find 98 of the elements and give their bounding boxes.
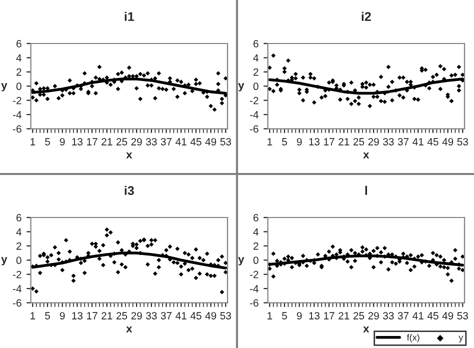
x-tick-label: 13 (309, 138, 320, 146)
x-tick-label: 53 (220, 312, 231, 320)
chart-title: i2 (362, 12, 371, 21)
x-tick-label: 21 (338, 312, 350, 320)
x-tick-label: 37 (160, 138, 172, 146)
x-tick-label: 17 (87, 312, 98, 320)
x-tick-label: 53 (220, 138, 231, 146)
x-axis-title: x (126, 152, 132, 158)
x-tick-label: 41 (412, 312, 424, 320)
x-tick-label: 49 (442, 138, 454, 146)
x-tick-label: 29 (368, 138, 379, 146)
y-tick-label: -6 (250, 125, 258, 133)
x-tick-label: 33 (146, 138, 157, 146)
x-tick-label: 33 (146, 312, 157, 320)
y-tick-label: 6 (16, 214, 22, 222)
x-tick-label: 5 (282, 312, 287, 320)
x-tick-label: 17 (324, 312, 334, 320)
y-tick-label: -4 (250, 285, 258, 292)
y-tick-label: 0 (253, 256, 258, 264)
x-tick-label: 1 (30, 312, 36, 320)
x-tick-label: 29 (131, 312, 142, 320)
x-tick-label: 5 (45, 138, 50, 146)
x-tick-label: 29 (131, 138, 142, 146)
x-tick-label: 9 (296, 138, 302, 146)
x-tick-label: 25 (116, 312, 128, 320)
x-axis-title: x (363, 326, 370, 332)
x-tick-label: 41 (176, 138, 186, 146)
x-tick-label: 45 (190, 138, 202, 146)
x-tick-label: 49 (205, 138, 216, 146)
x-tick-label: 1 (268, 312, 272, 320)
x-tick-label: 25 (353, 312, 364, 320)
y-tick-label: -2 (250, 270, 258, 278)
x-axis-title: x (126, 326, 132, 332)
legend-label: y (458, 336, 464, 342)
x-tick-label: 53 (457, 138, 468, 146)
x-tick-label: 37 (398, 312, 409, 320)
y-axis-title: y (1, 257, 8, 266)
chart-title: i1 (124, 12, 134, 21)
x-axis-title: x (363, 152, 370, 158)
x-tick-label: 5 (282, 138, 287, 146)
y-tick-label: 6 (16, 40, 22, 48)
y-axis-title: y (238, 83, 244, 92)
x-tick-label: 25 (353, 138, 364, 146)
x-tick-label: 33 (383, 312, 394, 320)
x-tick-label: 41 (412, 138, 424, 146)
x-tick-label: 53 (457, 312, 468, 320)
x-tick-label: 1 (268, 138, 272, 146)
chart-title: l (365, 186, 368, 195)
x-tick-label: 5 (45, 312, 50, 320)
y-tick-label: -2 (12, 270, 22, 278)
y-tick-label: -6 (12, 125, 22, 133)
x-tick-label: 49 (442, 312, 454, 320)
x-tick-label: 21 (102, 138, 112, 146)
y-tick-label: -4 (12, 111, 22, 118)
x-tick-label: 13 (72, 312, 83, 320)
y-tick-label: 2 (16, 68, 22, 76)
y-tick-label: -2 (12, 96, 22, 104)
y-tick-label: -6 (250, 299, 258, 307)
x-tick-label: 45 (190, 312, 202, 320)
x-tick-label: 29 (368, 312, 379, 320)
y-tick-label: 0 (253, 82, 258, 90)
y-tick-label: 2 (254, 242, 258, 250)
y-tick-label: 2 (254, 68, 258, 76)
x-tick-label: 45 (427, 312, 438, 320)
y-tick-label: 0 (16, 82, 22, 90)
chart-title: i3 (124, 186, 134, 196)
x-tick-label: 21 (102, 312, 112, 320)
y-tick-label: -4 (12, 285, 22, 292)
x-tick-label: 45 (427, 138, 438, 146)
y-tick-label: 4 (253, 228, 258, 236)
y-axis-title: y (1, 83, 8, 92)
y-tick-label: 6 (254, 40, 258, 48)
legend-label: f(x) (406, 334, 420, 342)
x-tick-label: 49 (205, 312, 216, 320)
y-tick-label: 2 (16, 242, 22, 250)
y-tick-label: 4 (253, 54, 258, 62)
y-tick-label: 0 (16, 256, 22, 264)
x-tick-label: 13 (309, 312, 320, 320)
x-tick-label: 21 (338, 138, 350, 146)
x-tick-label: 9 (60, 312, 65, 320)
x-tick-label: 17 (324, 138, 334, 146)
x-tick-label: 41 (176, 312, 186, 320)
y-tick-label: 4 (16, 228, 22, 236)
y-axis-title: y (238, 257, 244, 266)
y-tick-label: -2 (250, 96, 258, 104)
x-tick-label: 13 (72, 138, 83, 146)
x-tick-label: 37 (398, 138, 409, 146)
y-tick-label: -4 (250, 111, 258, 118)
x-tick-label: 9 (296, 312, 302, 320)
x-tick-label: 33 (383, 138, 394, 146)
x-tick-label: 17 (87, 138, 98, 146)
x-tick-label: 37 (160, 312, 172, 320)
y-tick-label: 4 (16, 54, 22, 62)
y-tick-label: -6 (12, 299, 22, 307)
x-tick-label: 25 (116, 138, 128, 146)
x-tick-label: 9 (60, 138, 65, 146)
x-tick-label: 1 (30, 138, 36, 146)
y-tick-label: 6 (254, 214, 258, 222)
